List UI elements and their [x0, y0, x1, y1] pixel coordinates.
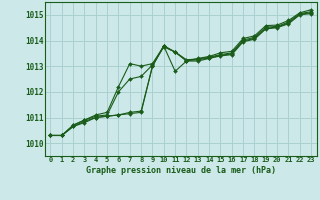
X-axis label: Graphe pression niveau de la mer (hPa): Graphe pression niveau de la mer (hPa): [86, 166, 276, 175]
